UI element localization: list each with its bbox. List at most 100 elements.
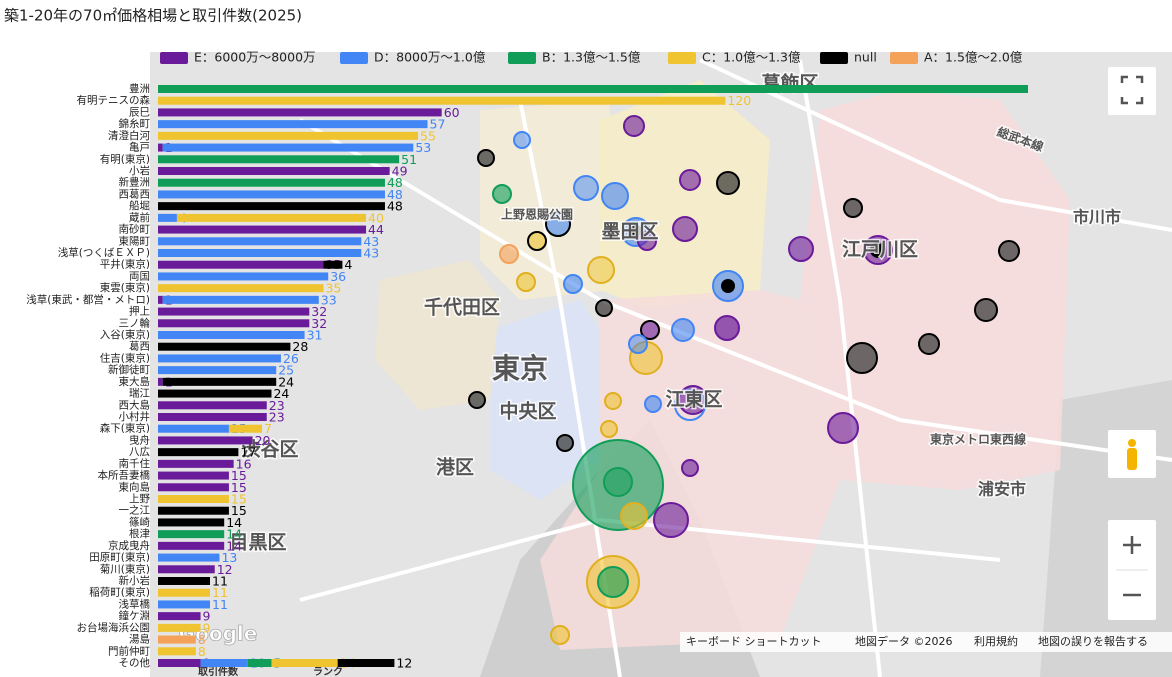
legend-title: ランク: [313, 666, 343, 677]
bar: [158, 108, 442, 117]
map-label: 東京メトロ東西線: [930, 432, 1026, 447]
bar: [158, 530, 225, 539]
y-tick-label: 南砂町: [119, 223, 151, 236]
map-label: 江戸川区: [842, 239, 918, 261]
bar: [158, 413, 267, 421]
legend-label: B：1.3億～1.5億: [542, 50, 641, 65]
value-label: 36: [330, 269, 346, 284]
bar: [158, 284, 324, 293]
footer-link[interactable]: 地図の誤りを報告する: [1038, 634, 1148, 648]
map-bubble: [477, 149, 495, 167]
value-label: 12: [396, 656, 412, 671]
y-tick-label: 押上: [129, 305, 150, 318]
fullscreen-button[interactable]: [1108, 67, 1156, 115]
value-label: 43: [363, 246, 379, 261]
value-label: 13: [221, 550, 237, 565]
y-tick-label: 菊川(東京): [100, 562, 150, 575]
map-bubble: [595, 299, 613, 317]
value-label: 35: [325, 281, 341, 296]
y-tick-label: 豊洲: [129, 82, 150, 95]
y-tick-label: 有明テニスの森: [77, 94, 151, 107]
value-label: 48: [387, 187, 403, 202]
bar: [158, 518, 225, 527]
bar: [158, 167, 390, 175]
legend-swatch: [890, 52, 918, 64]
bar: [158, 319, 310, 328]
label-panel: [0, 0, 150, 677]
map-bubble: [846, 342, 878, 374]
bar: [158, 85, 1028, 93]
value-label: 11: [212, 574, 228, 589]
y-tick-label: 東雲(東京): [100, 281, 150, 294]
footer-link[interactable]: キーボード ショートカット: [686, 635, 822, 648]
bar: [228, 424, 263, 433]
district: [490, 300, 600, 500]
y-tick-label: 船堀: [129, 199, 150, 212]
bar: [158, 178, 385, 187]
y-tick-label: 上野: [129, 493, 150, 505]
value-label: 14: [226, 527, 242, 542]
map-bubble: [492, 184, 512, 204]
bar: [158, 623, 201, 632]
bar: [158, 307, 310, 316]
bar: [158, 401, 267, 410]
value-label: 60: [444, 105, 460, 120]
legend-label: E：6000万～8000万: [194, 50, 316, 65]
map-bubble: [672, 216, 698, 242]
bar: [158, 389, 272, 398]
y-tick-label: 門前仲町: [108, 644, 150, 657]
map-bubble: [674, 389, 706, 421]
value-label: 24: [278, 374, 294, 389]
map-bubble: [640, 320, 660, 340]
y-tick-label: 鐘ケ淵: [119, 609, 151, 622]
bar: [158, 635, 196, 644]
value-label: 33: [321, 292, 337, 307]
y-tick-label: 瑞江: [129, 388, 150, 400]
value-label: 4: [344, 257, 352, 272]
map-bubble: [721, 279, 735, 293]
y-tick-label: 浅草(東武・都営・メトロ): [26, 293, 150, 306]
map-label: 目黒区: [229, 532, 286, 554]
footer-text: 地図データ ©2026: [855, 634, 953, 648]
y-tick-label: 三ノ輪: [119, 316, 151, 329]
map-bubble: [527, 231, 547, 251]
bar: [158, 331, 305, 339]
map-bubble: [573, 175, 599, 201]
value-label: 48: [387, 199, 403, 214]
bar: [158, 96, 726, 105]
bar: [247, 659, 272, 667]
district: [800, 90, 1070, 490]
value-label: 15: [231, 480, 247, 495]
y-tick-label: 篠崎: [129, 515, 150, 528]
legend-label: A：1.5億～2.0億: [924, 50, 1023, 65]
map-controls[interactable]: [1108, 67, 1156, 620]
bar: [158, 225, 367, 234]
y-tick-label: 西大島: [119, 398, 151, 411]
bar: [158, 202, 385, 211]
y-tick-label: 東大島: [119, 375, 151, 388]
map-bubble: [563, 274, 583, 294]
footer-link[interactable]: 利用規約: [974, 634, 1018, 648]
bar: [158, 260, 324, 269]
road: [518, 99, 622, 677]
value-label: 51: [401, 152, 417, 167]
value-label: 15: [231, 503, 247, 518]
value-label: 11: [212, 585, 228, 600]
map-bubble: [600, 420, 618, 438]
y-tick-label: 平井(東京): [100, 258, 150, 271]
value-label: 44: [368, 222, 384, 237]
value-label: 8: [198, 632, 206, 647]
value-label: 49: [392, 164, 408, 179]
value-label: 120: [727, 93, 751, 108]
y-tick-label: 両国: [129, 270, 150, 282]
pegman-icon: [1127, 448, 1137, 470]
value-label: 48: [387, 175, 403, 190]
y-tick-label: 浅草(つくばＥＸＰ): [58, 246, 150, 259]
bar: [158, 565, 215, 574]
map-bubble: [603, 467, 633, 497]
bar: [158, 249, 362, 257]
map-bubble: [687, 396, 699, 408]
map-bubble: [628, 334, 648, 354]
pegman-icon: [1128, 439, 1136, 447]
